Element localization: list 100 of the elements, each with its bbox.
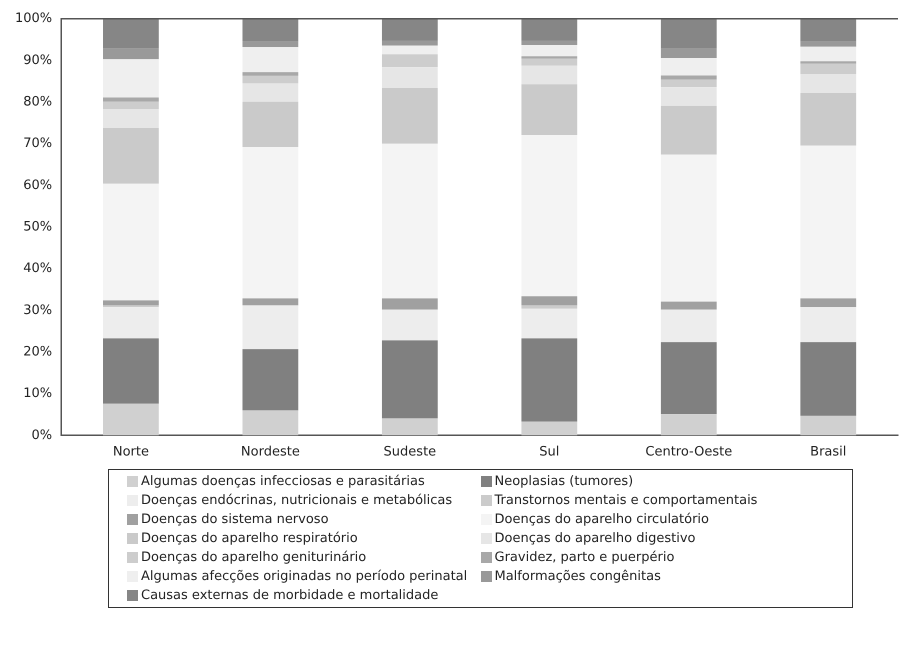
bar (103, 300, 159, 306)
bar (800, 18, 856, 42)
bar (800, 145, 856, 298)
legend-label: Gravidez, parto e puerpério (494, 550, 674, 565)
bar (660, 80, 717, 88)
bar (660, 18, 717, 49)
bar (382, 88, 438, 144)
y-tick-label: 20% (23, 344, 52, 360)
bar (242, 76, 298, 84)
bar (521, 308, 578, 338)
bar (660, 75, 717, 80)
x-tick-label: Sul (539, 444, 560, 460)
y-tick-label: 40% (23, 261, 52, 276)
bar (800, 298, 856, 308)
y-tick-label: 50% (23, 219, 52, 234)
bar (382, 45, 438, 54)
bar (521, 422, 578, 436)
bar (800, 92, 856, 146)
bar (800, 307, 856, 342)
bar (242, 47, 298, 72)
bar (382, 340, 438, 418)
legend-label: Neoplasias (tumores) (494, 474, 634, 489)
bar (382, 310, 438, 340)
legend-label: Algumas afecções originadas no período perinatal (141, 569, 468, 584)
bar (382, 67, 438, 88)
bar (242, 147, 298, 298)
bar (382, 54, 438, 68)
bar (382, 418, 438, 436)
y-tick-label: 30% (23, 302, 52, 318)
bar (521, 135, 578, 296)
bar (800, 416, 856, 436)
bar (103, 102, 159, 110)
bar (382, 144, 438, 298)
x-tick-label: Nordeste (240, 444, 300, 460)
bar (800, 42, 856, 47)
bar (242, 298, 298, 306)
legend-label: Causas externas de morbidade e mortalidade (141, 588, 438, 603)
bar (660, 414, 717, 436)
legend-label: Doenças do aparelho circulatório (494, 512, 709, 527)
bar (103, 307, 159, 338)
bar (103, 338, 159, 404)
bar (521, 58, 578, 66)
bar (521, 84, 578, 136)
bar (521, 56, 578, 59)
bar (103, 59, 159, 98)
bar (800, 46, 856, 62)
bar (660, 106, 717, 155)
bar (103, 184, 159, 300)
bar (103, 404, 159, 436)
bar (242, 102, 298, 148)
y-tick-label: 70% (23, 136, 52, 152)
y-tick-label: 60% (23, 178, 52, 193)
bar (660, 58, 717, 76)
bar (660, 342, 717, 414)
bar (103, 18, 159, 48)
x-tick-label: Brasil (810, 444, 846, 460)
bar (800, 342, 856, 416)
bar (660, 310, 717, 342)
y-tick-label: 10% (23, 386, 52, 402)
y-tick-label: 90% (23, 52, 52, 68)
legend-label: Algumas doenças infecciosas e parasitárias (141, 474, 425, 489)
bar (660, 154, 717, 302)
legend-label: Doenças do aparelho geniturinário (141, 550, 366, 565)
legend-label: Transtornos mentais e comportamentais (494, 493, 758, 508)
bar (242, 410, 298, 436)
legend-label: Malformações congênitas (494, 569, 661, 584)
legend-label: Doenças do aparelho respiratório (141, 531, 358, 546)
legend-label: Doenças do sistema nervoso (141, 512, 329, 527)
bar (242, 42, 298, 48)
y-tick-label: 80% (23, 94, 52, 110)
bar (660, 48, 717, 58)
bar (382, 298, 438, 310)
bar (660, 302, 717, 310)
y-tick-label: 0% (32, 428, 52, 443)
bar (521, 65, 578, 84)
bar (242, 349, 298, 410)
bar (242, 18, 298, 42)
bar (800, 64, 856, 74)
bar (521, 45, 578, 56)
bar (382, 18, 438, 40)
bar (103, 128, 159, 184)
bar (521, 338, 578, 422)
bar (521, 40, 578, 46)
legend-label: Doenças do aparelho digestivo (494, 531, 696, 546)
bar (800, 74, 856, 93)
bar (103, 109, 159, 128)
legend-label: Doenças endócrinas, nutricionais e metabólicas (141, 493, 452, 508)
bar (800, 61, 856, 64)
x-tick-label: Sudeste (384, 444, 436, 460)
bar (521, 296, 578, 306)
x-tick-label: Norte (112, 444, 149, 460)
bar (660, 87, 717, 106)
x-tick-label: Centro-Oeste (645, 444, 732, 460)
bar (242, 305, 298, 350)
bar (382, 40, 438, 46)
bar (242, 72, 298, 76)
bar (521, 18, 578, 40)
bar (103, 98, 159, 102)
y-tick-label: 100% (14, 11, 52, 26)
bar (242, 83, 298, 102)
